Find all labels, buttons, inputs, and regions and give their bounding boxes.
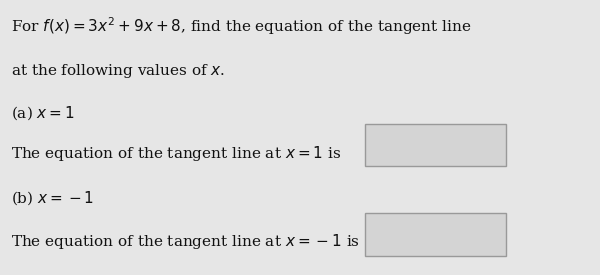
Text: (a) $x = 1$: (a) $x = 1$ <box>11 104 74 122</box>
Text: For $f(x) = 3x^2 + 9x + 8$, find the equation of the tangent line: For $f(x) = 3x^2 + 9x + 8$, find the equ… <box>11 15 471 37</box>
Text: The equation of the tangent line at $x = -1$ is: The equation of the tangent line at $x =… <box>11 232 360 251</box>
FancyBboxPatch shape <box>365 213 506 256</box>
Text: The equation of the tangent line at $x = 1$ is: The equation of the tangent line at $x =… <box>11 144 341 163</box>
FancyBboxPatch shape <box>365 124 506 166</box>
Text: at the following values of $x$.: at the following values of $x$. <box>11 62 225 80</box>
Text: (b) $x = -1$: (b) $x = -1$ <box>11 190 94 207</box>
